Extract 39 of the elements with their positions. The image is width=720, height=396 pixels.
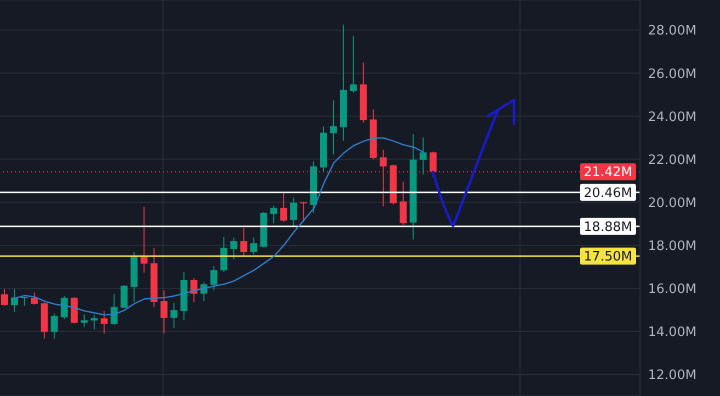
candlestick xyxy=(10,288,18,312)
candlestick xyxy=(350,35,357,94)
candlestick xyxy=(190,278,198,303)
candlestick xyxy=(50,313,58,340)
y-tick-label: 22.00M xyxy=(648,152,696,168)
ref-line-label: 18.88M xyxy=(584,220,632,235)
candlestick xyxy=(280,192,288,222)
y-tick-label: 28.00M xyxy=(648,24,696,39)
y-tick-label: 24.00M xyxy=(648,110,696,125)
candlestick xyxy=(120,284,128,308)
candlestick xyxy=(420,137,427,175)
candlestick xyxy=(110,294,118,326)
y-tick-label: 18.00M xyxy=(648,238,696,254)
ref-line-label: 17.50M xyxy=(584,250,632,265)
candlestick xyxy=(1,288,8,306)
candlestick xyxy=(90,314,98,330)
candlestick xyxy=(330,100,337,155)
candlestick xyxy=(160,290,168,334)
candlestick xyxy=(240,227,248,257)
y-tick-label: 14.00M xyxy=(648,325,696,340)
candlestick xyxy=(230,237,238,260)
candlestick xyxy=(100,310,108,334)
candlestick xyxy=(80,314,88,328)
candlestick xyxy=(270,205,278,224)
candlestick xyxy=(60,296,68,320)
y-tick-label: 12.00M xyxy=(648,368,696,384)
candlestick xyxy=(30,292,38,306)
ref-line-label: 21.42M xyxy=(584,165,632,180)
candlestick xyxy=(210,266,218,291)
candlestick xyxy=(170,302,178,329)
candlestick xyxy=(290,197,298,227)
candlestick xyxy=(400,181,407,226)
candlestick xyxy=(220,236,228,272)
y-tick-label: 16.00M xyxy=(648,282,696,298)
candlestick xyxy=(250,237,258,256)
y-tick-label: 20.00M xyxy=(648,196,696,211)
candlestick xyxy=(300,201,308,222)
y-tick-label: 26.00M xyxy=(648,66,696,82)
ref-line-label: 20.46M xyxy=(584,186,632,201)
